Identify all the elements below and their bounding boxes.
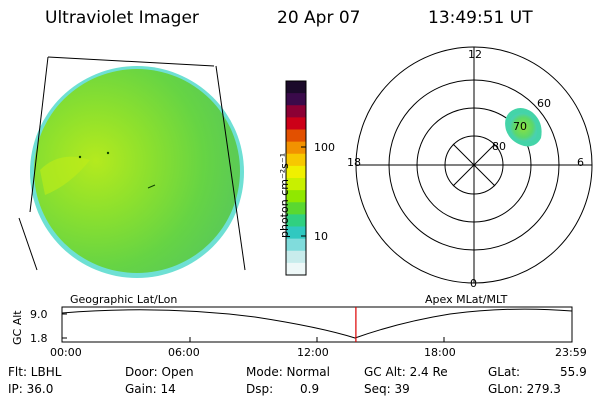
y-tick-9: 9.0 <box>30 308 48 321</box>
color-bar-segment <box>286 178 306 191</box>
gc-alt-status: GC Alt: 2.4 Re <box>364 365 448 379</box>
color-bar-segment <box>286 105 306 118</box>
lat-label-80: 80 <box>492 140 506 153</box>
dsp-value: 0.9 <box>300 382 320 396</box>
x-tick-1800: 18:00 <box>424 346 456 359</box>
glat-label: GLat: <box>488 365 521 379</box>
color-bar-segment <box>286 117 306 131</box>
earth-disk-image <box>30 66 244 278</box>
altitude-curve <box>61 308 573 339</box>
glat-value: 55.9 <box>560 365 587 379</box>
color-bar-segment <box>286 93 306 106</box>
lat-label-70: 70 <box>513 120 527 133</box>
time-label: 13:49:51 UT <box>428 8 533 28</box>
date-label: 20 Apr 07 <box>277 8 361 28</box>
color-bar-segment <box>286 250 306 264</box>
colorbar-tick-10: 10 <box>314 230 328 243</box>
gain-status: Gain: 14 <box>125 382 176 396</box>
apex-mlat-mlt-label: Apex MLat/MLT <box>425 293 508 306</box>
seq-status: Seq: 39 <box>364 382 410 396</box>
color-bar-frame <box>285 80 307 276</box>
glon-status: GLon: 279.3 <box>488 382 561 396</box>
x-tick-0000: 00:00 <box>50 346 82 359</box>
timeline-frame <box>61 306 573 343</box>
x-tick-1200: 12:00 <box>297 346 329 359</box>
color-bar-segment <box>286 262 306 276</box>
filter-status: Flt: LBHL <box>8 365 62 379</box>
color-bar-segment <box>286 153 306 167</box>
colorbar-unit-label: photon cm⁻²s⁻¹ <box>278 152 291 238</box>
timeline-y-tick-marks <box>62 313 67 339</box>
color-bar-segment <box>286 190 306 203</box>
gc-alt-axis-label: GC Alt <box>11 310 24 345</box>
geo-frame-lines <box>18 56 246 271</box>
color-bar <box>286 81 306 276</box>
polar-plot <box>355 46 593 284</box>
mlt-label-12: 12 <box>468 48 482 61</box>
color-bar-segment <box>286 202 306 215</box>
color-bar-segment <box>286 129 306 143</box>
auroral-patch <box>505 108 542 147</box>
x-tick-2359: 23:59 <box>555 346 587 359</box>
geographic-latlon-label: Geographic Lat/Lon <box>70 293 178 306</box>
door-status: Door: Open <box>125 365 194 379</box>
color-bar-segment <box>286 238 306 252</box>
color-bar-segment <box>286 81 306 94</box>
color-bar-segment <box>286 165 306 179</box>
y-tick-1-8: 1.8 <box>30 332 48 345</box>
instrument-title: Ultraviolet Imager <box>45 8 199 28</box>
colorbar-tick-100: 100 <box>314 141 335 154</box>
mlt-label-0: 0 <box>470 277 477 290</box>
ip-status: IP: 36.0 <box>8 382 54 396</box>
mode-status: Mode: Normal <box>246 365 330 379</box>
dsp-label: Dsp: <box>246 382 274 396</box>
timeline-x-tick-marks <box>189 337 445 342</box>
color-bar-tick-marks <box>301 146 306 237</box>
mlt-label-6: 6 <box>577 156 584 169</box>
color-bar-segment <box>286 214 306 228</box>
lat-label-60: 60 <box>537 97 551 110</box>
color-bar-segment <box>286 141 306 155</box>
mlt-label-18: 18 <box>347 156 361 169</box>
x-tick-0600: 06:00 <box>168 346 200 359</box>
